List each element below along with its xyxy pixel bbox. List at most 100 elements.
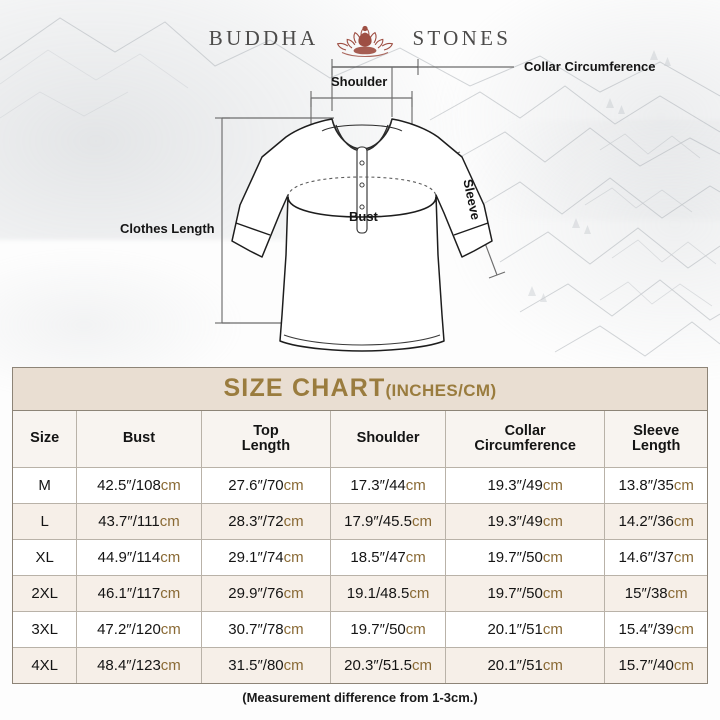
table-body: M 42.5″/108cm 27.6″/70cm 17.3″/44cm 19.3″/49…	[13, 467, 707, 683]
size-chart-title: SIZE CHART(INCHES/CM)	[13, 368, 707, 411]
cell-top-length: 29.9″/76cm	[200, 575, 331, 612]
label-collar-circumference: Collar Circumference	[524, 59, 656, 74]
cell-collar: 19.3″/49cm	[444, 467, 605, 504]
unit-suffix: cm	[283, 513, 304, 530]
table-header: Size Bust Top Length Shoulder Collar Circu…	[13, 411, 707, 468]
unit-suffix: cm	[283, 585, 304, 602]
table-row: 4XL 48.4″/123cm 31.5″/80cm 20.3″/51.5cm 20.1…	[13, 647, 707, 683]
unit-suffix: cm	[409, 585, 430, 602]
brand-logo: BUDDHA STONES	[0, 14, 720, 62]
unit-suffix: cm	[542, 513, 563, 530]
cell-collar: 19.3″/49cm	[444, 503, 605, 540]
bust-measure-ellipse	[287, 176, 437, 218]
unit-suffix: cm	[542, 621, 563, 638]
unit-suffix: cm	[283, 621, 304, 638]
unit-suffix: cm	[667, 585, 688, 602]
label-clothes-length: Clothes Length	[120, 221, 215, 236]
unit-suffix: cm	[542, 477, 563, 494]
cell-shoulder: 19.7″/50cm	[330, 611, 446, 648]
cell-top-length: 27.6″/70cm	[200, 467, 331, 504]
unit-suffix: cm	[283, 477, 304, 494]
brand-word-right: STONES	[412, 25, 512, 50]
table-row: XL 44.9″/114cm 29.1″/74cm 18.5″/47cm 19.7″/5…	[13, 539, 707, 576]
unit-suffix: cm	[673, 513, 694, 530]
cell-sleeve: 15″/38cm	[604, 575, 707, 612]
cell-shoulder: 20.3″/51.5cm	[330, 647, 446, 683]
cell-top-length: 31.5″/80cm	[200, 647, 331, 683]
label-bust: Bust	[349, 209, 378, 224]
cell-bust: 47.2″/120cm	[76, 611, 202, 648]
unit-suffix: cm	[160, 621, 181, 638]
label-shoulder: Shoulder	[331, 74, 388, 89]
cell-top-length: 30.7″/78cm	[200, 611, 331, 648]
sleeve-cuffs	[235, 222, 489, 236]
cell-sleeve: 15.4″/39cm	[604, 611, 707, 648]
cell-sleeve: 14.2″/36cm	[604, 503, 707, 540]
cell-size: 4XL	[13, 647, 77, 683]
unit-suffix: cm	[412, 657, 433, 674]
hem-line	[283, 334, 441, 346]
cell-size: L	[13, 503, 77, 540]
measurement-note: (Measurement difference from 1-3cm.)	[242, 690, 478, 705]
table-row: 2XL 46.1″/117cm 29.9″/76cm 19.1/48.5cm 19.7″…	[13, 575, 707, 612]
unit-suffix: cm	[160, 549, 181, 566]
cell-bust: 44.9″/114cm	[76, 539, 202, 576]
unit-suffix: cm	[542, 657, 563, 674]
cell-bust: 42.5″/108cm	[76, 467, 202, 504]
unit-suffix: cm	[673, 621, 694, 638]
column-header-shoulder: Shoulder	[330, 411, 446, 468]
unit-suffix: cm	[673, 657, 694, 674]
cell-bust: 48.4″/123cm	[76, 647, 202, 683]
cell-size: XL	[13, 539, 77, 576]
cell-sleeve: 14.6″/37cm	[604, 539, 707, 576]
cell-top-length: 28.3″/72cm	[200, 503, 331, 540]
size-chart-title-unit: (INCHES/CM)	[385, 381, 497, 400]
column-header-top-length: Top Length	[200, 411, 331, 468]
table-row: M 42.5″/108cm 27.6″/70cm 17.3″/44cm 19.3″/49…	[13, 467, 707, 504]
lotus-meditation-icon	[337, 25, 394, 58]
cell-size: 3XL	[13, 611, 77, 648]
unit-suffix: cm	[412, 513, 433, 530]
unit-suffix: cm	[160, 477, 181, 494]
cell-shoulder: 18.5″/47cm	[330, 539, 446, 576]
column-header-bust: Bust	[76, 411, 202, 468]
size-chart-title-main: SIZE CHART	[223, 374, 386, 402]
garment-illustration	[215, 59, 514, 352]
unit-suffix: cm	[283, 657, 304, 674]
column-header-sleeve-length: Sleeve Length	[604, 411, 707, 468]
table-row: L 43.7″/111cm 28.3″/72cm 17.9″/45.5cm 19.3″/…	[13, 503, 707, 540]
unit-suffix: cm	[405, 549, 426, 566]
measurements-table: Size Bust Top Length Shoulder Collar Circu…	[13, 411, 707, 683]
button-placket	[356, 146, 368, 234]
cell-bust: 43.7″/111cm	[76, 503, 202, 540]
cell-sleeve: 15.7″/40cm	[604, 647, 707, 683]
unit-suffix: cm	[283, 549, 304, 566]
column-header-size: Size	[13, 411, 77, 468]
cell-shoulder: 19.1/48.5cm	[330, 575, 446, 612]
cell-bust: 46.1″/117cm	[76, 575, 202, 612]
unit-suffix: cm	[673, 477, 694, 494]
unit-suffix: cm	[673, 549, 694, 566]
unit-suffix: cm	[160, 585, 181, 602]
brand-word-left: BUDDHA	[208, 25, 319, 50]
unit-suffix: cm	[159, 513, 180, 530]
table-row: 3XL 47.2″/120cm 30.7″/78cm 19.7″/50cm 20.1″/…	[13, 611, 707, 648]
column-header-collar-circumference: Collar Circumference	[444, 411, 605, 468]
cell-size: 2XL	[13, 575, 77, 612]
cell-collar: 20.1″/51cm	[444, 647, 605, 683]
cell-collar: 20.1″/51cm	[444, 611, 605, 648]
header-row: Size Bust Top Length Shoulder Collar Circu…	[13, 411, 707, 468]
unit-suffix: cm	[405, 621, 426, 638]
garment-diagram: Collar Circumference Shoulder Clothes Le…	[0, 45, 720, 365]
cell-sleeve: 13.8″/35cm	[604, 467, 707, 504]
unit-suffix: cm	[542, 585, 563, 602]
size-chart-table: SIZE CHART(INCHES/CM) Size Bust Top Lengt…	[12, 367, 708, 684]
cell-collar: 19.7″/50cm	[444, 575, 605, 612]
cell-collar: 19.7″/50cm	[444, 539, 605, 576]
unit-suffix: cm	[542, 549, 563, 566]
cell-size: M	[13, 467, 77, 504]
unit-suffix: cm	[160, 657, 181, 674]
unit-suffix: cm	[405, 477, 426, 494]
cell-shoulder: 17.3″/44cm	[330, 467, 446, 504]
cell-shoulder: 17.9″/45.5cm	[330, 503, 446, 540]
